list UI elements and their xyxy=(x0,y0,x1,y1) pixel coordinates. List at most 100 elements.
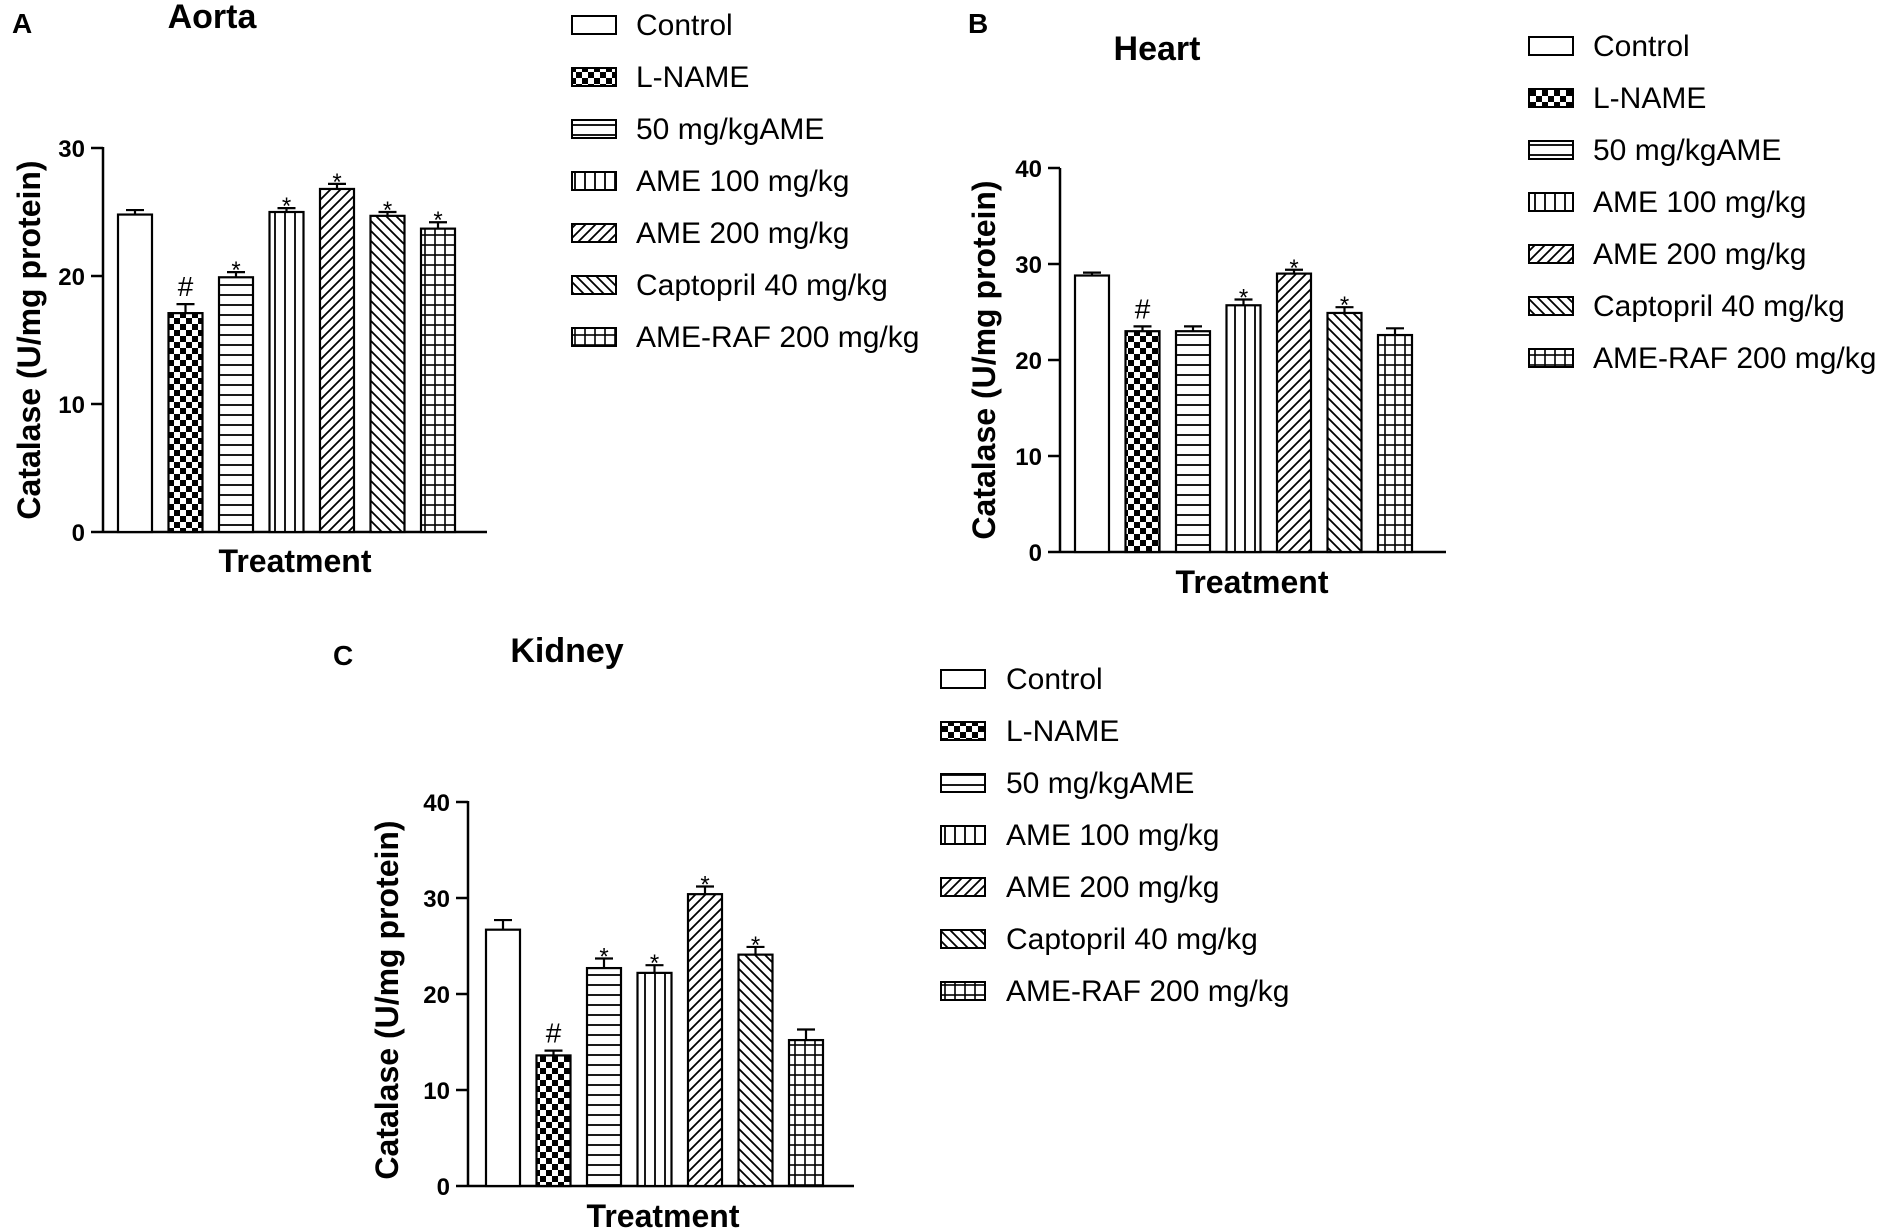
legend-label: AME-RAF 200 mg/kg xyxy=(636,321,919,354)
bar-ame-200: * xyxy=(686,871,724,1188)
legend-item-ame-200: AME 200 mg/kg xyxy=(940,871,1219,904)
legend-swatch xyxy=(940,825,986,845)
error-bar xyxy=(328,182,346,189)
bar-ame-200: * xyxy=(1275,255,1313,554)
significance-marker: # xyxy=(546,1018,562,1049)
bar-captopril-40: * xyxy=(369,197,406,534)
y-tick-label: 40 xyxy=(423,790,450,817)
legend-label: AME 100 mg/kg xyxy=(1006,819,1219,852)
y-tick-label: 20 xyxy=(58,264,85,291)
legend-swatch xyxy=(940,669,986,689)
bar-captopril-40-rect xyxy=(1326,311,1363,554)
bar-captopril-40: * xyxy=(1326,292,1363,554)
bar-ame-50-rect xyxy=(1174,330,1212,554)
y-tick-label: 10 xyxy=(1015,444,1042,471)
x-axis-label: Treatment xyxy=(587,1198,740,1231)
legend: Control L-NAME 50 mg/kgAME AME 100 mg/kg… xyxy=(940,663,1289,1008)
bar-ame-50-rect xyxy=(585,966,623,1188)
bar-series: # * * * * xyxy=(484,871,825,1188)
bar-control-rect xyxy=(484,928,522,1188)
error-bar xyxy=(746,945,765,955)
significance-marker: * xyxy=(650,950,659,977)
chart-title: Heart xyxy=(1114,30,1201,68)
legend-label: AME 200 mg/kg xyxy=(636,217,849,250)
error-bar xyxy=(227,271,245,278)
error-bar xyxy=(378,210,397,216)
y-ticks: 0 10 20 30 40 xyxy=(423,790,468,1201)
error-bar xyxy=(1234,298,1253,306)
bar-ame-200-rect xyxy=(686,893,724,1188)
bar-ame-raf-200 xyxy=(1376,327,1414,554)
error-bar xyxy=(126,208,144,215)
legend-swatch xyxy=(940,877,986,897)
legend-swatch xyxy=(940,981,986,1001)
error-bar xyxy=(1386,327,1404,336)
y-tick-label: 0 xyxy=(72,520,85,547)
legend: Control L-NAME 50 mg/kgAME AME 100 mg/kg… xyxy=(571,9,919,354)
legend-swatch xyxy=(1528,88,1574,108)
significance-marker: * xyxy=(1239,285,1248,312)
chart-title: Aorta xyxy=(168,0,258,36)
legend-swatch xyxy=(571,171,617,191)
legend-item-ame-raf-200: AME-RAF 200 mg/kg xyxy=(940,975,1289,1008)
bar-ame-200-rect xyxy=(318,187,356,534)
legend-label: AME 100 mg/kg xyxy=(1593,186,1806,219)
legend-swatch xyxy=(1528,296,1574,316)
panel-letter-a: A xyxy=(12,8,32,39)
bar-ame-100-rect xyxy=(636,971,673,1188)
y-tick-label: 20 xyxy=(1015,348,1042,375)
legend-label: Captopril 40 mg/kg xyxy=(636,269,888,302)
error-bar xyxy=(1083,271,1101,276)
legend-swatch xyxy=(940,721,986,741)
bar-control xyxy=(116,208,154,534)
bar-ame-50-rect xyxy=(217,276,255,534)
panel-letter-c: C xyxy=(333,640,353,671)
panel-letter-b: B xyxy=(968,8,988,39)
significance-marker: * xyxy=(599,943,608,970)
bar-ame-50: * xyxy=(217,257,255,534)
bar-ame-raf-200-rect xyxy=(1376,333,1414,554)
legend-swatch xyxy=(1528,140,1574,160)
bar-l-name-rect xyxy=(167,312,204,534)
legend-label: AME-RAF 200 mg/kg xyxy=(1006,975,1289,1008)
legend-label: AME 200 mg/kg xyxy=(1006,871,1219,904)
bar-ame-100: * xyxy=(268,193,305,534)
legend-swatch xyxy=(571,223,617,243)
bar-control xyxy=(484,918,522,1188)
legend-item-captopril-40: Captopril 40 mg/kg xyxy=(571,269,888,302)
legend-swatch xyxy=(571,67,617,87)
error-bar xyxy=(176,303,195,314)
error-bar xyxy=(1335,306,1354,313)
legend-label: AME-RAF 200 mg/kg xyxy=(1593,342,1876,375)
legend-label: Captopril 40 mg/kg xyxy=(1593,290,1845,323)
significance-marker: * xyxy=(1289,255,1298,282)
significance-marker: * xyxy=(282,193,291,220)
legend-item-ame-100: AME 100 mg/kg xyxy=(940,819,1219,852)
y-ticks: 0 10 20 30 40 xyxy=(1015,156,1060,567)
legend-item-control: Control xyxy=(571,9,733,42)
legend-swatch xyxy=(940,929,986,949)
legend-swatch xyxy=(571,275,617,295)
legend-label: L-NAME xyxy=(636,61,749,94)
legend-label: 50 mg/kgAME xyxy=(1006,767,1194,800)
legend-label: AME 100 mg/kg xyxy=(636,165,849,198)
error-bar xyxy=(1184,325,1202,332)
legend-item-ame-100: AME 100 mg/kg xyxy=(571,165,849,198)
y-tick-label: 30 xyxy=(1015,252,1042,279)
bar-ame-200: * xyxy=(318,169,356,534)
legend-swatch xyxy=(571,15,617,35)
error-bar xyxy=(595,957,613,969)
bar-ame-raf-200-rect xyxy=(787,1038,825,1188)
y-tick-label: 40 xyxy=(1015,156,1042,183)
bar-ame-100-rect xyxy=(1225,304,1262,554)
legend-item-ame-50: 50 mg/kgAME xyxy=(571,113,824,146)
legend-item-ame-200: AME 200 mg/kg xyxy=(1528,238,1806,271)
x-axis-label: Treatment xyxy=(219,543,372,579)
error-bar xyxy=(494,918,512,930)
legend: Control L-NAME 50 mg/kgAME AME 100 mg/kg… xyxy=(1528,30,1876,375)
bar-control-rect xyxy=(1073,274,1111,554)
y-tick-label: 0 xyxy=(1029,540,1042,567)
legend-swatch xyxy=(940,773,986,793)
bar-series: # * * * xyxy=(1073,255,1414,554)
legend-item-control: Control xyxy=(1528,30,1690,63)
